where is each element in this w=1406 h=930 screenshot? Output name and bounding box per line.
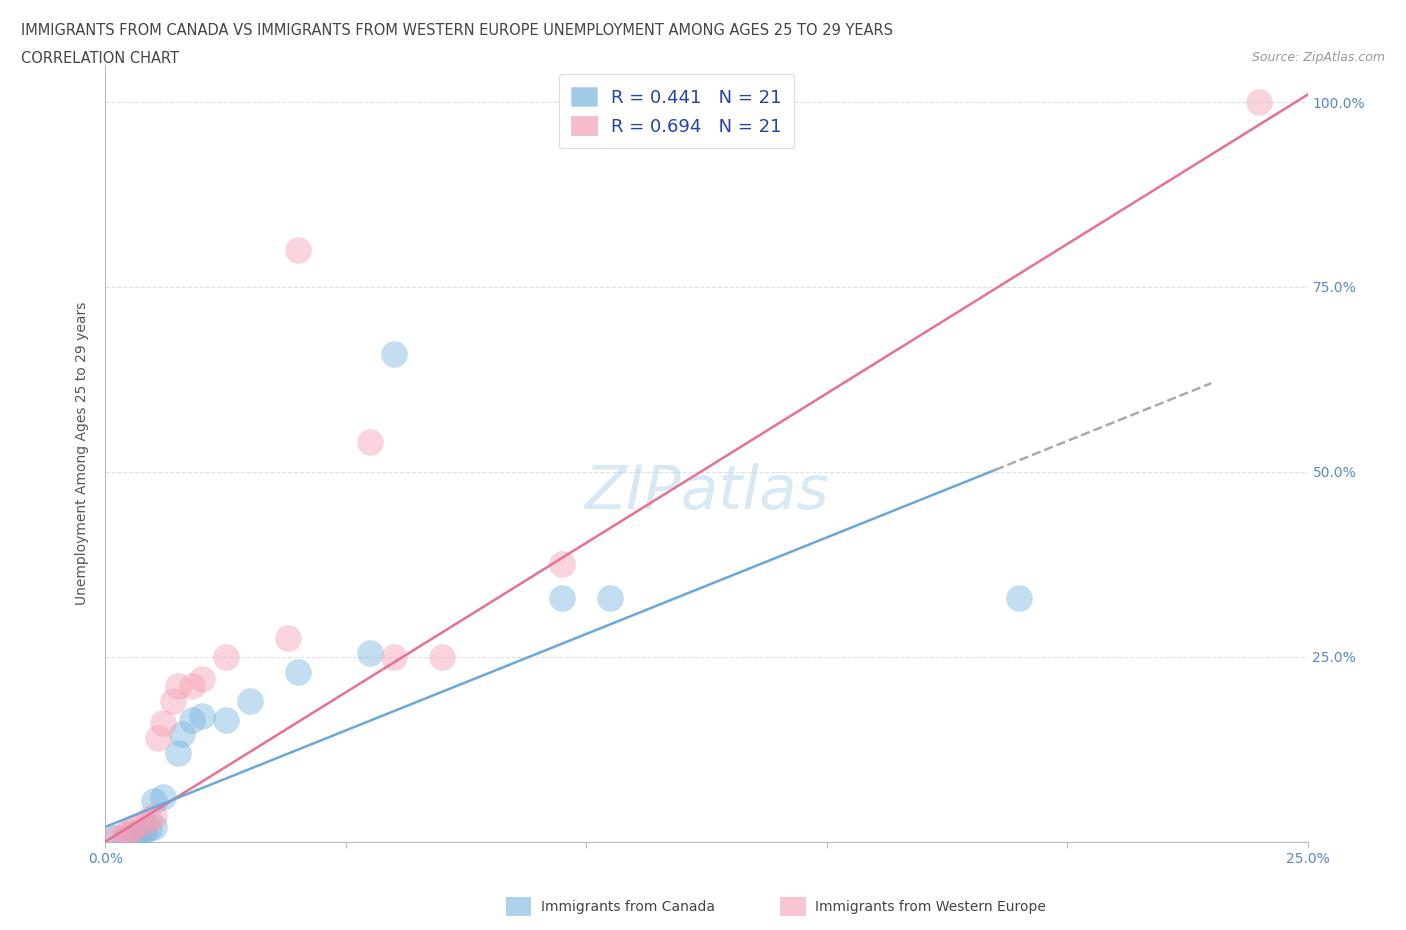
Legend: R = 0.441   N = 21, R = 0.694   N = 21: R = 0.441 N = 21, R = 0.694 N = 21: [558, 74, 794, 148]
Point: [114, 827, 136, 842]
Text: Source: ZipAtlas.com: Source: ZipAtlas.com: [1251, 51, 1385, 64]
Point: [104, 830, 127, 845]
Point: [1249, 95, 1271, 110]
Point: [190, 709, 212, 724]
Point: [181, 712, 204, 727]
Point: [142, 819, 165, 834]
Point: [277, 631, 299, 645]
Point: [118, 823, 141, 838]
Point: [181, 679, 204, 694]
Text: ZIPatlas: ZIPatlas: [585, 463, 828, 522]
Point: [132, 823, 155, 838]
Point: [214, 649, 236, 664]
Point: [124, 827, 146, 842]
Y-axis label: Unemployment Among Ages 25 to 29 years: Unemployment Among Ages 25 to 29 years: [76, 301, 90, 605]
Point: [124, 819, 146, 834]
Point: [172, 727, 194, 742]
Point: [132, 816, 155, 830]
Point: [599, 591, 621, 605]
Point: [128, 825, 150, 840]
Point: [152, 716, 174, 731]
Point: [104, 830, 127, 845]
Point: [214, 712, 236, 727]
Point: [190, 671, 212, 686]
Point: [142, 793, 165, 808]
Text: Immigrants from Canada: Immigrants from Canada: [541, 899, 716, 914]
Point: [166, 746, 188, 761]
Point: [359, 645, 381, 660]
Point: [382, 346, 405, 361]
Point: [239, 694, 262, 709]
Point: [138, 812, 160, 827]
Point: [287, 664, 309, 679]
Text: IMMIGRANTS FROM CANADA VS IMMIGRANTS FROM WESTERN EUROPE UNEMPLOYMENT AMONG AGES: IMMIGRANTS FROM CANADA VS IMMIGRANTS FRO…: [21, 23, 893, 38]
Point: [152, 790, 174, 804]
Point: [551, 591, 574, 605]
Text: Immigrants from Western Europe: Immigrants from Western Europe: [815, 899, 1046, 914]
Point: [148, 731, 170, 746]
Point: [430, 649, 453, 664]
Point: [142, 808, 165, 823]
Point: [551, 557, 574, 572]
Point: [166, 679, 188, 694]
Point: [287, 243, 309, 258]
Point: [359, 435, 381, 450]
Point: [1008, 591, 1031, 605]
Point: [162, 694, 184, 709]
Point: [382, 649, 405, 664]
Text: CORRELATION CHART: CORRELATION CHART: [21, 51, 179, 66]
Point: [114, 830, 136, 845]
Point: [138, 821, 160, 836]
